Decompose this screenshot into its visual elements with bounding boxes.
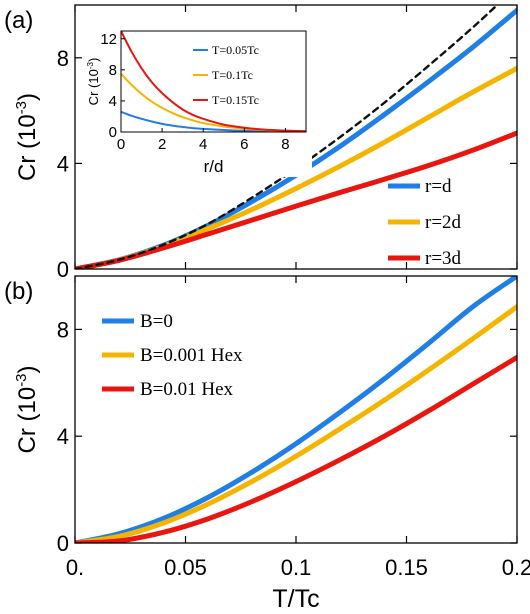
y-tick-label-b: 8 bbox=[57, 317, 69, 342]
inset-legend: T=0.05Tc T=0.1Tc T=0.15Tc bbox=[193, 43, 259, 107]
inset-series-line-T-0-15Tc bbox=[121, 31, 306, 132]
legend-label-b: B=0.001 Hex bbox=[140, 345, 243, 366]
x-tick-label-b: 0. bbox=[66, 555, 84, 580]
inset-y-tick-label: 8 bbox=[109, 62, 117, 79]
inset-chart: 0 4 8 12 0 2 4 6 8 r/d T=0.05Tc T=0.1Tc T=0.15Tc bbox=[90, 25, 312, 177]
series-line-b-B-0-001-Hex bbox=[75, 304, 517, 543]
x-tick-label-b: 0.1 bbox=[281, 555, 312, 580]
inset-legend-label: T=0.05Tc bbox=[212, 43, 259, 57]
inset-y-tick-label: 0 bbox=[109, 124, 117, 141]
y-tick-label-b: 4 bbox=[57, 424, 69, 449]
inset-x-tick-label: 6 bbox=[240, 136, 248, 153]
legend-label-b: B=0.01 Hex bbox=[140, 379, 234, 400]
y-tick-label-a: 8 bbox=[57, 46, 69, 71]
series-line-b-B-0 bbox=[75, 276, 517, 543]
x-tick-label-b: 0.2 bbox=[502, 555, 530, 580]
inset-x-axis-label: r/d bbox=[204, 157, 224, 176]
panel-label-b: (b) bbox=[4, 278, 33, 305]
inset-legend-label: T=0.1Tc bbox=[212, 68, 253, 82]
panel-b: 0 4 8 0. 0.05 0.1 0.15 0.2 T/Tc (b) B=0 B=0.001 Hex… bbox=[4, 275, 530, 613]
inset-x-tick-label: 8 bbox=[281, 136, 289, 153]
legend-b: B=0 B=0.001 Hex B=0.01 Hex bbox=[102, 311, 243, 400]
legend-label-a: r=2d bbox=[425, 212, 462, 233]
y-axis-label-a: Cr (10-3) bbox=[14, 93, 41, 181]
y-tick-label-a: 0 bbox=[57, 257, 69, 282]
legend-label-a: r=3d bbox=[425, 248, 462, 269]
inset-y-axis-label: Cr (10-3) bbox=[86, 58, 101, 106]
inset-x-tick-label: 2 bbox=[158, 136, 166, 153]
x-axis-label-b: T/Tc bbox=[272, 585, 319, 613]
legend-label-a: r=d bbox=[425, 176, 452, 197]
x-tick-label-b: 0.05 bbox=[164, 555, 207, 580]
inset-series-line-T-0-05Tc bbox=[121, 110, 306, 132]
inset-x-tick-label: 4 bbox=[199, 136, 207, 153]
series-line-b-B-0-01-Hex bbox=[75, 354, 517, 543]
inset-x-tick-label: 0 bbox=[117, 136, 125, 153]
inset-y-tick-label: 12 bbox=[100, 31, 117, 48]
series-line-a-r-3d bbox=[75, 130, 517, 269]
y-tick-label-a: 4 bbox=[57, 151, 69, 176]
legend-a: r=d r=2d r=3d bbox=[388, 176, 462, 269]
y-axis-label-b: Cr (10-3) bbox=[14, 366, 41, 454]
inset-series-group bbox=[121, 31, 306, 132]
legend-label-b: B=0 bbox=[140, 311, 173, 332]
series-group-b bbox=[75, 276, 517, 543]
y-tick-label-b: 0 bbox=[57, 531, 69, 556]
inset-legend-label: T=0.15Tc bbox=[212, 93, 259, 107]
inset-y-tick-label: 4 bbox=[109, 93, 117, 110]
x-tick-label-b: 0.15 bbox=[385, 555, 428, 580]
panel-label-a: (a) bbox=[4, 7, 33, 34]
inset-frame bbox=[120, 30, 307, 133]
